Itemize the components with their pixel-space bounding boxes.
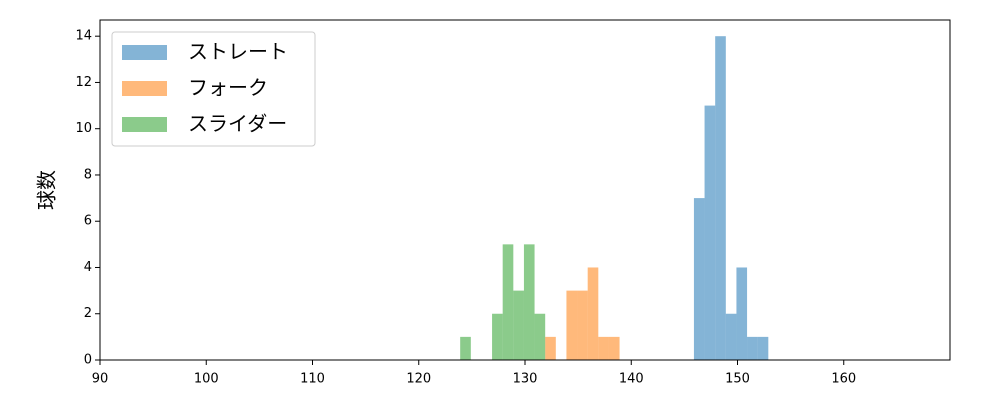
y-axis-label: 球数 [35,170,59,210]
histogram-bar [747,336,758,360]
histogram-bar [566,290,578,360]
x-tick-label: 160 [831,372,856,387]
x-tick-label: 120 [406,372,431,387]
y-tick-label: 2 [84,306,92,321]
y-tick-label: 4 [84,260,92,275]
histogram-bar [492,313,503,360]
histogram-bar [523,244,535,360]
y-tick-label: 10 [75,121,92,136]
x-tick-label: 90 [92,372,109,387]
histogram-bar [513,290,524,360]
x-tick-label: 110 [300,372,325,387]
histogram-bar [704,105,716,360]
x-tick-label: 150 [725,372,750,387]
histogram-bar [460,336,471,360]
histogram-bar [545,336,556,360]
histogram-bar [587,267,599,360]
x-tick-label: 130 [513,372,538,387]
legend-swatch [122,117,167,132]
histogram-bar [608,336,620,360]
y-tick-label: 14 [75,29,92,44]
x-tick-label: 100 [194,372,219,387]
histogram-bar [693,198,705,360]
legend-label: フォーク [188,76,268,100]
x-tick-label: 140 [619,372,644,387]
histogram-bar [736,267,748,360]
histogram-bar [715,36,726,360]
legend-swatch [122,45,167,60]
y-tick-label: 8 [84,167,92,182]
histogram-bar [502,244,514,360]
histogram-bar [534,313,546,360]
legend-label: ストレート [188,40,288,64]
y-tick-label: 0 [84,353,92,368]
histogram-bar [725,313,737,360]
y-tick-label: 6 [84,214,92,229]
histogram-bar [757,336,769,360]
histogram-bar [598,336,609,360]
y-tick-label: 12 [75,75,92,90]
histogram-bar [577,290,588,360]
legend-swatch [122,81,167,96]
legend-label: スライダー [188,112,287,136]
